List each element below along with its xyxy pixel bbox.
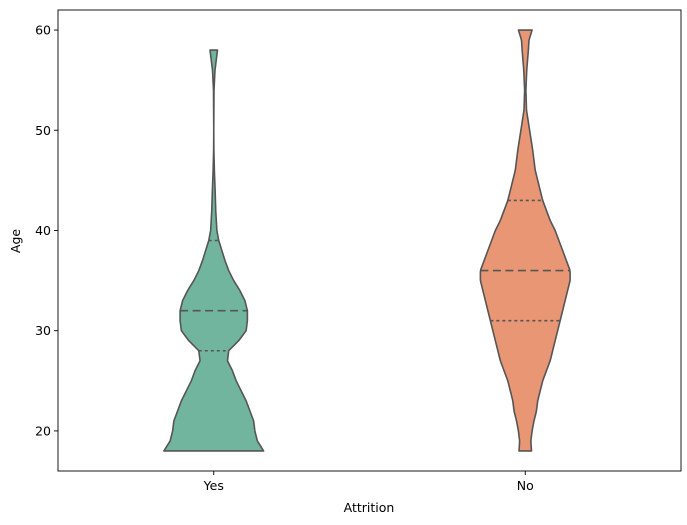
violins-layer	[163, 29, 571, 452]
x-axis-label: Attrition	[344, 500, 395, 515]
y-tick-label: 40	[35, 223, 51, 238]
quartile-lines-layer	[180, 199, 571, 352]
x-tick-label: No	[517, 478, 534, 493]
y-tick-label: 30	[35, 323, 51, 338]
x-axis: Yes No	[203, 471, 534, 493]
plot-frame	[57, 9, 682, 472]
y-axis: 20 30 40 50 60	[35, 23, 58, 438]
violin-yes	[163, 49, 265, 452]
y-tick-label: 50	[35, 123, 51, 138]
y-axis-label: Age	[8, 229, 23, 253]
y-tick-label: 60	[35, 23, 51, 38]
y-tick-label: 20	[35, 423, 51, 438]
violin-no	[479, 29, 571, 452]
plot-background	[58, 10, 681, 471]
x-tick-label: Yes	[203, 478, 224, 493]
